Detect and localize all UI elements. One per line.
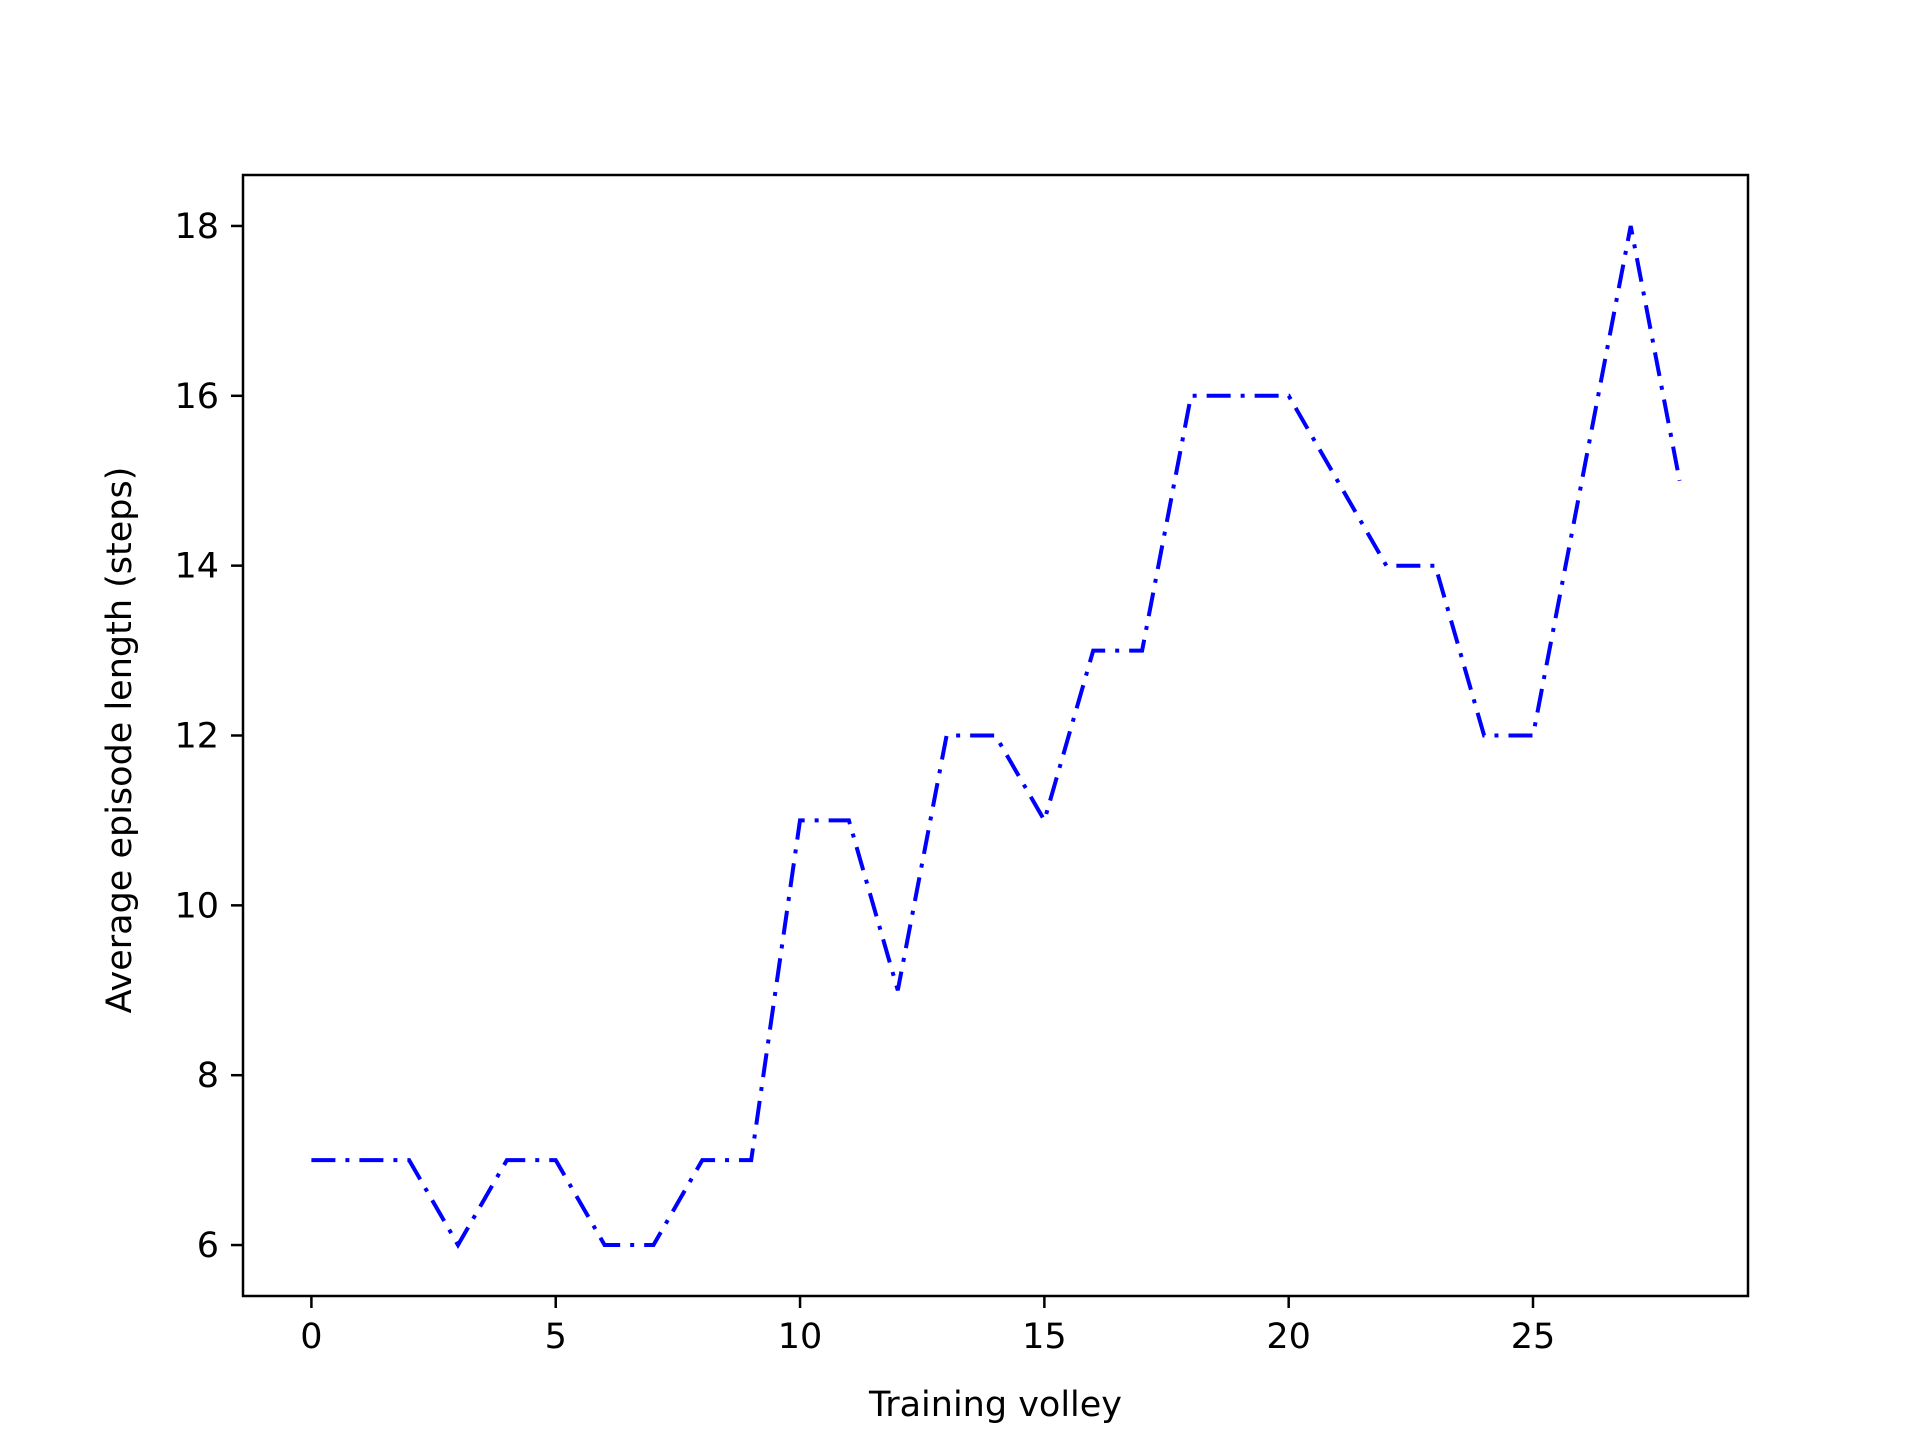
y-tick-label: 8 [197,1056,219,1096]
plot-frame [241,173,1750,1298]
series-layer [311,225,1682,1250]
y-tick-label: 10 [174,886,219,926]
x-axis-label: Training volley [868,1385,1122,1425]
y-tick-label: 14 [174,547,219,587]
y-tick-label: 18 [174,207,219,247]
y-ticks: 6 8 10 12 14 16 18 [174,207,243,1266]
x-tick-label: 25 [1511,1317,1556,1357]
x-tick-label: 10 [778,1317,823,1357]
y-tick-label: 6 [197,1226,219,1266]
x-ticks: 0 5 10 15 20 25 [300,1296,1555,1357]
x-tick-label: 5 [545,1317,567,1357]
y-axis-label: Average episode length (steps) [100,467,140,1014]
x-tick-label: 20 [1266,1317,1311,1357]
x-tick-label: 0 [300,1317,322,1357]
y-tick-label: 12 [174,717,219,757]
y-tick-label: 16 [174,377,219,417]
x-tick-label: 15 [1022,1317,1067,1357]
series-line-0 [311,225,1682,1250]
